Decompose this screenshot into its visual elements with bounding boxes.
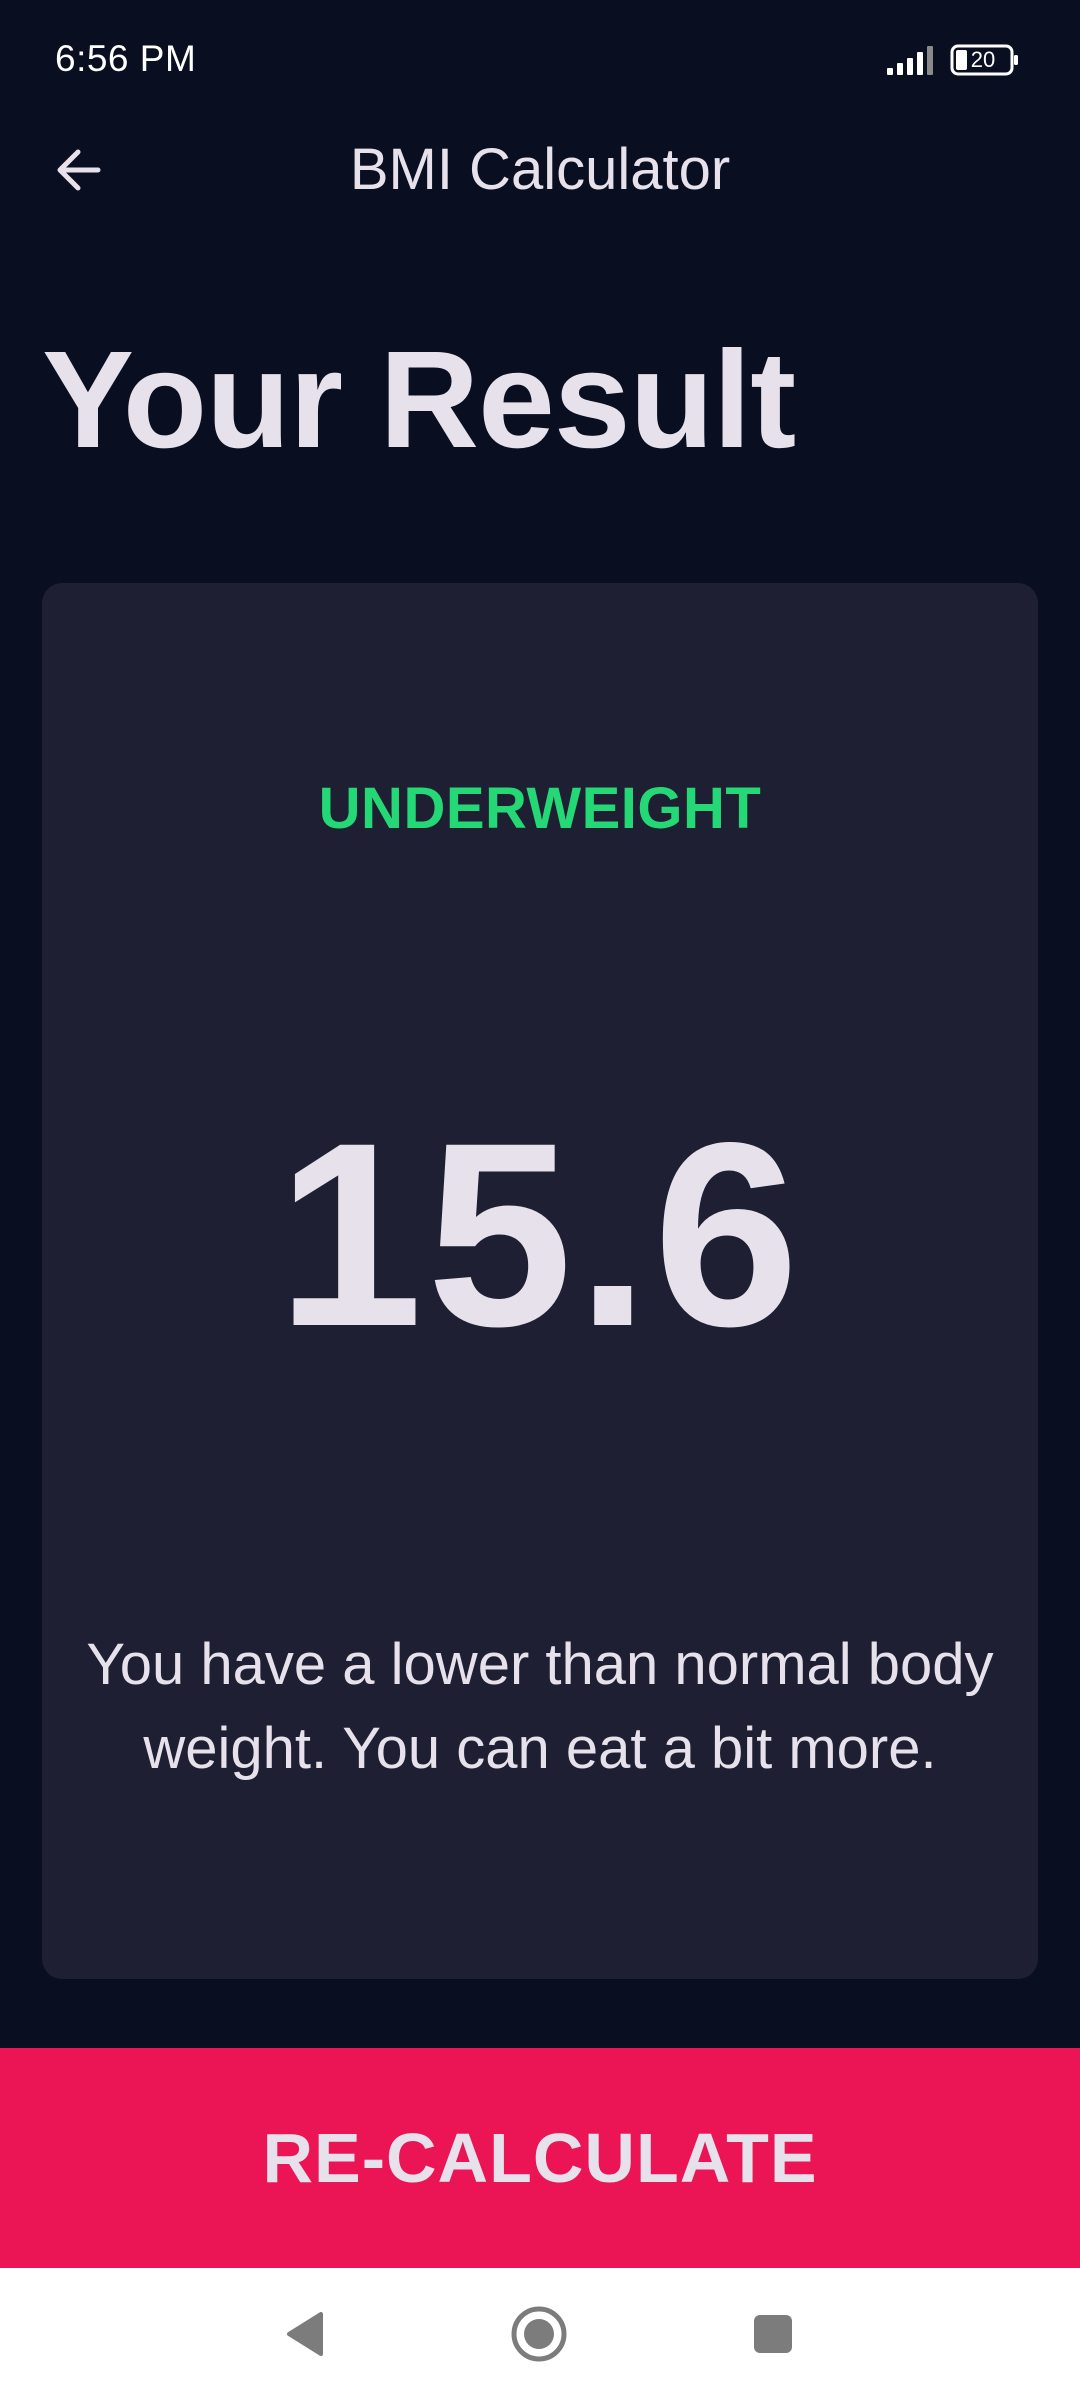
status-bar: 6:56 PM 20: [0, 0, 1080, 120]
nav-recents-icon: [754, 2315, 792, 2353]
back-button[interactable]: [40, 138, 116, 202]
recalculate-label: RE-CALCULATE: [262, 2119, 818, 2197]
recalculate-button[interactable]: RE-CALCULATE: [0, 2048, 1080, 2268]
bmi-value: 15.6: [277, 1088, 803, 1381]
nav-back-button[interactable]: [265, 2294, 345, 2374]
nav-recents-button[interactable]: [733, 2294, 813, 2374]
battery-icon: [950, 44, 1018, 76]
page-title: Your Result: [42, 323, 796, 477]
signal-icon: [887, 46, 933, 75]
status-time: 6:56 PM: [55, 38, 197, 79]
nav-home-button[interactable]: [499, 2294, 579, 2374]
app-title: BMI Calculator: [349, 137, 731, 202]
bmi-message: You have a lower than normal body weight…: [86, 1632, 994, 1781]
nav-back-icon: [287, 2312, 323, 2356]
arrow-back-icon: [57, 149, 101, 191]
result-card: UNDERWEIGHT 15.6 You have a lower than n…: [42, 583, 1038, 1979]
app-bar: BMI Calculator: [0, 120, 1080, 220]
nav-home-icon: [511, 2306, 567, 2362]
system-nav-bar: [0, 2268, 1080, 2400]
battery-level: 20: [970, 47, 996, 72]
bmi-category: UNDERWEIGHT: [318, 776, 762, 841]
